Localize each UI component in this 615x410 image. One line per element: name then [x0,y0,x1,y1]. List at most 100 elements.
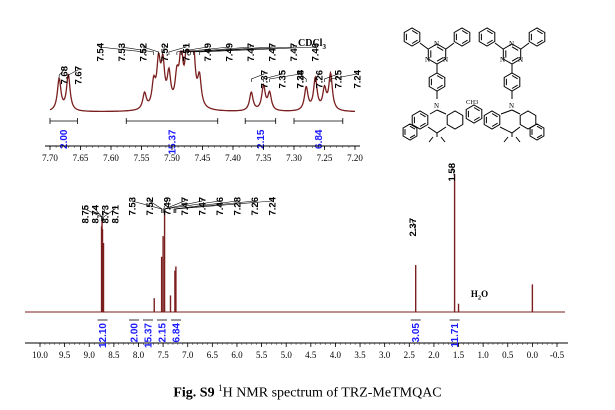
main-peak-leader [174,198,255,213]
main-tick-label: 4.5 [305,350,317,360]
inset-peak-leader [193,44,294,55]
aromatic-bond [461,30,468,35]
inset-integral-value: 15.37 [168,129,179,154]
main-peak-leader [131,198,162,213]
methyl-label: CH3 [466,99,478,106]
main-tick-label: 2.5 [404,350,416,360]
inset-peak-label: 7.47 [268,43,279,62]
inset-peak-label: 7.24 [353,69,364,88]
main-peak-leader [103,206,116,221]
main-tick-label: -0.5 [550,350,565,360]
aromatic-bond [409,134,416,139]
aromatic-bond [486,39,493,44]
inset-peak-leader [142,44,159,55]
inset-peak-leader [330,71,358,82]
main-peak-leader [94,206,103,221]
acridan-ring [519,110,537,130]
aromatic-bond [536,134,543,139]
aromatic-bond [511,84,518,89]
main-tick-label: 7.5 [157,350,169,360]
aromatic-bond [511,75,518,80]
nitrogen-atom: N [434,102,439,110]
inset-peak-leader [199,44,316,55]
phenyl-ring [453,27,471,47]
inset-peak-label: 7.53 [117,43,128,62]
inset-tick-label: 7.65 [73,153,89,163]
main-peak-leader [84,206,102,221]
main-tick-label: 6.5 [207,350,219,360]
inset-peak-label: 7.52 [160,43,171,62]
nitrogen-atom: N [425,56,430,64]
solvent-label: CDCl3 [298,38,326,51]
main-peak-label: 8.71 [111,204,122,223]
acridan-bond [436,133,513,137]
inset-integral-value: 2.15 [256,129,267,149]
benzo-ring [402,123,418,141]
figure-caption: Fig. S9 1H NMR spectrum of TRZ-MeTMQAC [0,383,615,402]
main-tick-label: 7.0 [182,350,194,360]
inset-peak-label: 7.49 [203,43,214,62]
caption-text: H NMR spectrum of TRZ-MeTMQAC [222,385,442,401]
nitrogen-atom: N [434,40,439,48]
inset-peak-leader [68,67,79,78]
aromatic-bond [536,30,543,35]
main-peak-leader [175,198,273,213]
main-peak-label: 7.24 [268,196,279,215]
aromatic-bond [511,46,519,51]
main-integral-value: 15.37 [144,323,155,348]
inset-peak-leader [186,44,251,55]
inset-peak-leader [190,44,273,55]
aromatic-bond [491,113,498,118]
main-peak-leader [102,206,106,221]
main-peak-label: 7.46 [215,197,226,216]
main-peak-label: 7.28 [233,197,244,216]
single-bond [494,42,504,50]
inset-peak-label: 7.34 [296,69,307,88]
main-peak-label: 8.74 [91,204,102,223]
aromatic-bond [536,125,543,130]
aromatic-bond [419,122,426,127]
acridan-ring [411,110,429,130]
acridan-ring [483,110,501,130]
main-peak-leader [451,164,455,179]
main-tick-label: 5.0 [281,350,293,360]
caption-nucleus: 1 [218,383,223,393]
single-bond [520,42,530,50]
main-tick-label: 4.0 [330,350,342,360]
acridan-bond [429,109,521,115]
inset-peak-leader [162,44,165,55]
aromatic-bond [511,57,519,62]
main-tick-label: 8.0 [133,350,145,360]
nitrogen-atom: N [509,102,514,110]
inset-peak-leader [299,71,307,82]
aromatic-bond [436,75,443,80]
phenyl-ring [403,27,421,47]
main-integral-value: 2.00 [130,323,141,343]
main-peak-label: 7.49 [163,197,174,216]
aromatic-bond [461,39,468,44]
aromatic-bond [486,30,493,35]
main-peak-label: 8.75 [81,204,92,223]
main-peak-label: 7.52 [145,197,156,216]
inset-peak-label: 7.26 [315,70,326,89]
main-peak-leader [149,198,163,213]
main-integral-value: 11.71 [450,323,461,348]
inset-peak-label: 7.47 [246,43,257,62]
inset-peak-label: 7.49 [225,43,236,62]
inset-tick-label: 7.45 [195,153,211,163]
inset-peak-label: 7.37 [260,70,271,89]
acridan-bond [427,126,521,134]
main-peak-leader [173,198,238,213]
inset-tick-label: 7.70 [42,153,58,163]
inset-peak-label: 7.52 [139,43,150,62]
main-peak-label: 7.53 [128,197,139,216]
main-tick-label: 1.0 [478,350,490,360]
main-tick-label: 3.5 [354,350,366,360]
inset-peak-label: 7.68 [60,66,71,85]
inset-spectrum-line [49,50,355,113]
aromatic-bond [491,122,498,127]
inset-peak-leader [168,44,187,55]
main-tick-label: 1.5 [453,350,465,360]
inset-peak-label: 7.28 [296,70,307,89]
